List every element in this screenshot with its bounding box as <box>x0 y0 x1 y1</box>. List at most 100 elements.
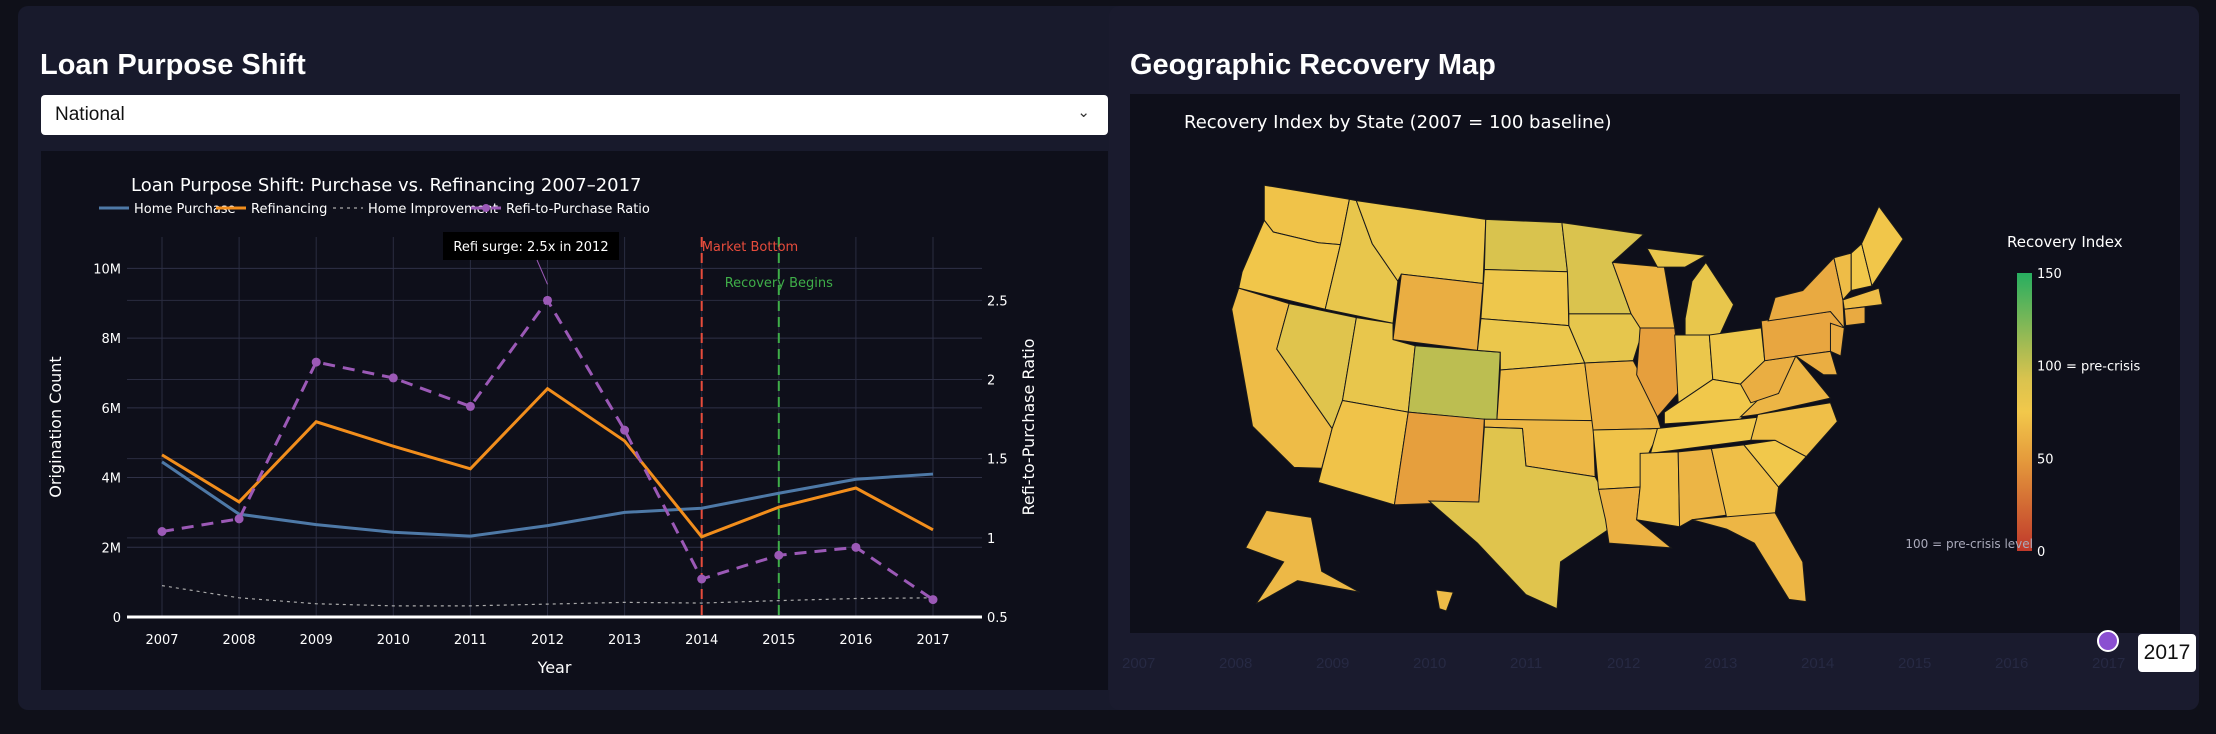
series-marker <box>774 550 784 560</box>
y-tick-label: 8M <box>102 332 122 347</box>
slider-tick-label[interactable]: 2007 <box>1122 655 1156 672</box>
state-ct[interactable] <box>1843 306 1866 327</box>
slider-tick-label[interactable]: 2013 <box>1704 655 1738 672</box>
legend-marker <box>482 204 490 212</box>
x-tick-label: 2012 <box>531 633 564 648</box>
state-wy[interactable] <box>1392 273 1484 351</box>
x-tick-label: 2017 <box>916 633 949 648</box>
state-ma[interactable] <box>1842 287 1883 310</box>
state-az[interactable] <box>1317 399 1409 506</box>
slider-tick-label[interactable]: 2014 <box>1801 655 1835 672</box>
series-marker <box>311 357 321 367</box>
state-wv[interactable] <box>1739 355 1797 404</box>
series-marker <box>234 514 244 524</box>
y-axis-title: Origination Count <box>46 356 65 497</box>
slider-tick-label[interactable]: 2009 <box>1316 655 1350 672</box>
slider-tick-label[interactable]: 2008 <box>1219 655 1253 672</box>
chart-title: Loan Purpose Shift: Purchase vs. Refinan… <box>131 175 642 196</box>
y-tick-label: 2M <box>102 541 122 556</box>
y2-tick-label: 0.5 <box>987 611 1008 626</box>
y2-tick-label: 1.5 <box>987 453 1008 468</box>
state-nj[interactable] <box>1829 322 1845 357</box>
y-tick-label: 4M <box>102 472 122 487</box>
x-tick-label: 2010 <box>377 633 410 648</box>
y2-tick-label: 2 <box>987 374 995 389</box>
slider-tick-label[interactable]: 2010 <box>1413 655 1447 672</box>
slider-handle[interactable] <box>2097 630 2119 652</box>
map-annotation: 100 = pre-crisis level <box>1905 537 2033 551</box>
series-marker <box>697 574 707 584</box>
state-il[interactable] <box>1636 327 1683 418</box>
series-marker <box>543 295 552 305</box>
panel-title: Loan Purpose Shift <box>40 49 306 81</box>
series-marker <box>388 373 398 383</box>
state-al[interactable] <box>1677 448 1728 528</box>
series-line-0 <box>161 460 934 538</box>
colorbar-tick: 0 <box>2037 545 2045 560</box>
state-sd[interactable] <box>1480 268 1570 327</box>
x-tick-label: 2009 <box>300 633 333 648</box>
x-tick-label: 2013 <box>608 633 641 648</box>
state-ak[interactable] <box>1244 509 1361 605</box>
y2-tick-label: 2.5 <box>987 294 1008 309</box>
legend-label: Refinancing <box>251 202 327 217</box>
annotation-text: Refi surge: 2.5x in 2012 <box>453 240 608 255</box>
y-tick-label: 6M <box>102 402 122 417</box>
colorbar-tick: 50 <box>2037 452 2054 467</box>
series-marker <box>928 595 938 605</box>
annotation-text: Market Bottom <box>702 240 799 255</box>
state-me[interactable] <box>1861 205 1904 288</box>
y2-axis-title: Refi-to-Purchase Ratio <box>1019 338 1038 515</box>
slider-tick-label[interactable]: 2016 <box>1995 655 2029 672</box>
y-tick-label: 0 <box>113 611 121 626</box>
y2-tick-label: 1 <box>987 532 995 547</box>
state-ks[interactable] <box>1496 362 1594 422</box>
series-marker <box>620 425 630 435</box>
legend-label: Home Improvement <box>368 202 498 217</box>
colorbar-tick: 100 = pre-crisis <box>2037 360 2140 375</box>
annotation-arrow <box>536 259 548 285</box>
slider-tick-label[interactable]: 2017 <box>2092 655 2126 672</box>
x-tick-label: 2015 <box>762 633 795 648</box>
state-miu[interactable] <box>1646 247 1708 268</box>
state-tx[interactable] <box>1427 426 1610 610</box>
chevron-down-icon: ⌄ <box>1077 104 1090 121</box>
colorbar-tick: 150 <box>2037 267 2062 282</box>
panel-title: Geographic Recovery Map <box>1130 49 1496 81</box>
state-nd[interactable] <box>1483 218 1569 273</box>
colorbar-title: Recovery Index <box>2007 233 2123 251</box>
x-axis-title: Year <box>537 658 572 677</box>
x-tick-label: 2016 <box>839 633 872 648</box>
region-dropdown[interactable]: National ⌄ <box>41 95 1108 135</box>
state-hi[interactable] <box>1435 589 1454 612</box>
year-display[interactable]: 2017 <box>2138 634 2196 672</box>
slider-tick-label[interactable]: 2011 <box>1510 655 1543 672</box>
chart-svg: 2007 2008 2009 2010 2011 2012 2013 2014 2015 2016… <box>46 175 1038 677</box>
y-tick-label: 10M <box>93 262 121 277</box>
x-tick-label: 2014 <box>685 633 718 648</box>
state-nm[interactable] <box>1393 411 1485 506</box>
map-svg: Recovery Index by State (2007 = 100 base… <box>1184 112 2140 612</box>
dropdown-value: National <box>55 104 125 125</box>
slider-tick-label[interactable]: 2012 <box>1607 655 1641 672</box>
x-tick-label: 2007 <box>145 633 178 648</box>
recovery-map: Recovery Index by State (2007 = 100 base… <box>1130 94 2180 633</box>
legend-label: Refi-to-Purchase Ratio <box>506 202 650 217</box>
state-ga[interactable] <box>1710 444 1780 518</box>
series-marker <box>157 527 167 536</box>
series-line-1 <box>161 386 934 539</box>
state-ms[interactable] <box>1636 451 1681 528</box>
slider-tick-label[interactable]: 2015 <box>1898 655 1932 672</box>
x-tick-label: 2008 <box>223 633 256 648</box>
x-tick-label: 2011 <box>454 633 487 648</box>
state-md[interactable] <box>1794 350 1839 376</box>
state-co[interactable] <box>1407 345 1501 422</box>
state-mi[interactable] <box>1684 261 1735 338</box>
series-marker <box>851 542 861 552</box>
series-marker <box>465 401 475 411</box>
loan-purpose-chart: 2007 2008 2009 2010 2011 2012 2013 2014 2015 2016… <box>41 151 1108 690</box>
state-fl[interactable] <box>1691 512 1807 603</box>
annotation-text: Recovery Begins <box>725 276 833 291</box>
annotation-box <box>443 232 619 260</box>
legend-label: Home Purchase <box>134 202 236 217</box>
